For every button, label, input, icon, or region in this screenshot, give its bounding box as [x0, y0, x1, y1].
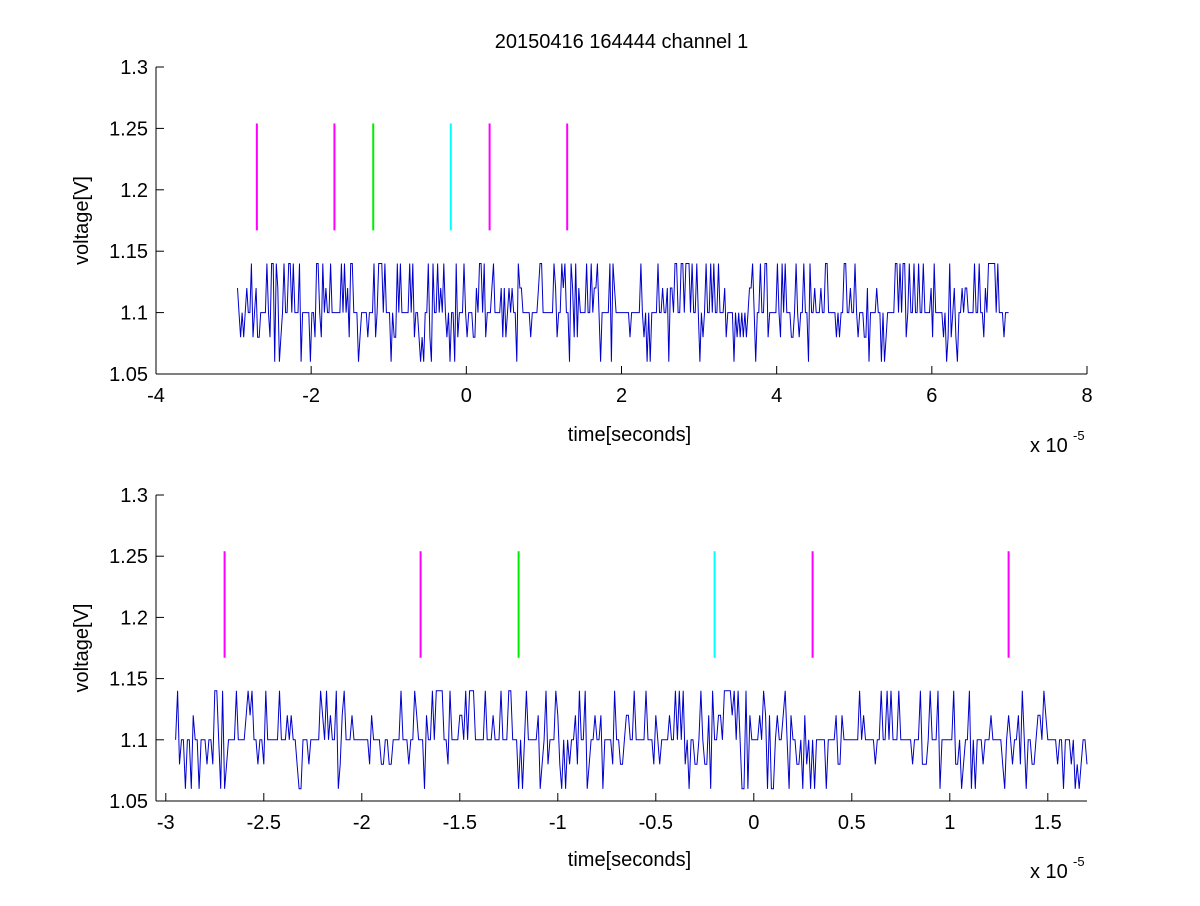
- y-tick-label: 1.05: [109, 364, 148, 386]
- y-tick-label: 1.3: [120, 57, 148, 79]
- y-axis-label: voltage[V]: [71, 176, 93, 265]
- x-tick-label: -2.5: [247, 812, 281, 834]
- y-tick-label: 1.1: [120, 303, 148, 325]
- x-tick-label: -1: [549, 812, 567, 834]
- y-tick-label: 1.2: [120, 607, 148, 629]
- x-tick-label: -3: [157, 812, 175, 834]
- x-exponent-label: x 10: [1030, 861, 1068, 883]
- x-tick-label: -2: [353, 812, 371, 834]
- y-tick-label: 1.3: [120, 485, 148, 507]
- x-exponent-label: x 10: [1030, 435, 1068, 457]
- x-tick-label: 0: [748, 812, 759, 834]
- x-tick-label: 0: [461, 385, 472, 407]
- y-tick-label: 1.1: [120, 730, 148, 752]
- chart-title: 20150416 164444 channel 1: [495, 31, 749, 53]
- y-tick-label: 1.25: [109, 118, 148, 140]
- x-tick-label: 2: [616, 385, 627, 407]
- y-tick-label: 1.15: [109, 669, 148, 691]
- x-tick-label: -4: [147, 385, 165, 407]
- x-tick-label: -2: [302, 385, 320, 407]
- x-axis-label: time[seconds]: [568, 424, 691, 446]
- x-tick-label: -0.5: [639, 812, 673, 834]
- x-tick-label: 8: [1081, 385, 1092, 407]
- x-axis-label: time[seconds]: [568, 849, 691, 871]
- top-axes: 20150416 164444 channel 1 -4 -2 0 2 4 6 8 1.05 1.…: [71, 31, 1093, 457]
- x-exponent-power: -5: [1073, 428, 1085, 443]
- x-tick-label: 1.5: [1034, 812, 1062, 834]
- y-tick-label: 1.05: [109, 791, 148, 813]
- x-tick-label: 4: [771, 385, 782, 407]
- x-tick-label: 1: [944, 812, 955, 834]
- y-tick-label: 1.25: [109, 546, 148, 568]
- bottom-axes: -3 -2.5 -2 -1.5 -1 -0.5 0 0.5 1 1.5 1.05 1.1 1.15 1.2…: [71, 485, 1088, 883]
- signal-trace: [175, 690, 1088, 790]
- x-tick-label: -1.5: [443, 812, 477, 834]
- y-tick-label: 1.15: [109, 241, 148, 263]
- x-exponent-power: -5: [1073, 854, 1085, 869]
- y-axis-label: voltage[V]: [71, 604, 93, 693]
- y-tick-label: 1.2: [120, 180, 148, 202]
- x-tick-label: 6: [926, 385, 937, 407]
- x-tick-label: 0.5: [838, 812, 866, 834]
- signal-trace: [237, 263, 1009, 362]
